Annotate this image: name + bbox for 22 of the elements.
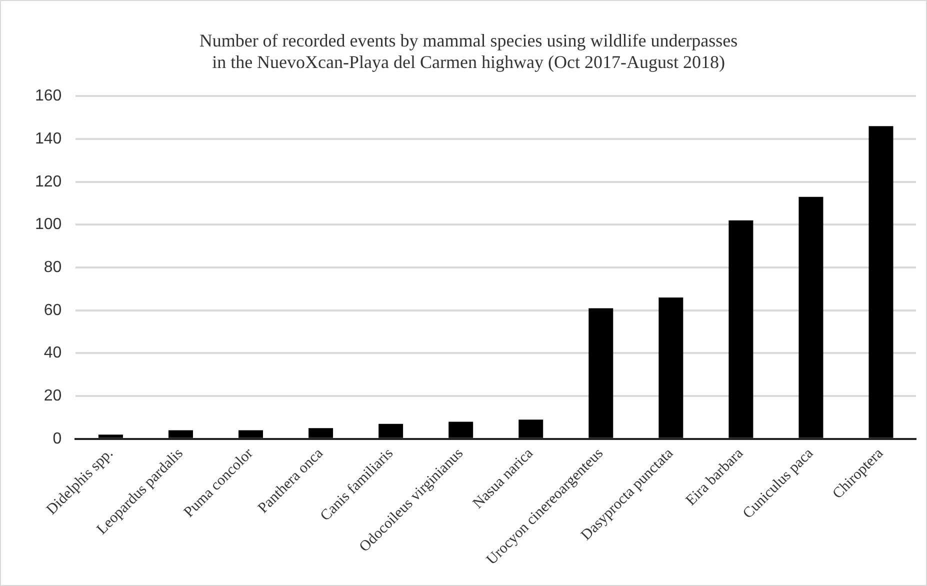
- bar: [658, 298, 684, 438]
- y-tick-label: 80: [44, 258, 62, 276]
- bar: [728, 220, 754, 438]
- y-tick-label: 100: [34, 216, 62, 234]
- bar: [308, 428, 334, 438]
- y-tick-label: 0: [52, 430, 62, 448]
- bar: [518, 420, 544, 438]
- bar: [238, 430, 264, 438]
- bar: [168, 430, 193, 438]
- bar: [98, 434, 123, 438]
- chart-title: Number of recorded events by mammal species using wildlife underpasses in the NuevoXcan-Playa del Carmen highway (Oct 2017-August 2018): [199, 30, 738, 72]
- y-tick-label: 60: [44, 302, 62, 319]
- y-tick-label: 20: [44, 387, 62, 404]
- bar: [448, 422, 474, 438]
- bar: [868, 126, 894, 438]
- y-tick-label: 140: [34, 130, 62, 148]
- bar: [588, 308, 614, 438]
- y-tick-label: 40: [44, 344, 62, 362]
- bar: [798, 196, 824, 438]
- y-tick-label: 160: [34, 88, 62, 105]
- y-tick-label: 120: [34, 173, 62, 190]
- bar: [378, 424, 404, 438]
